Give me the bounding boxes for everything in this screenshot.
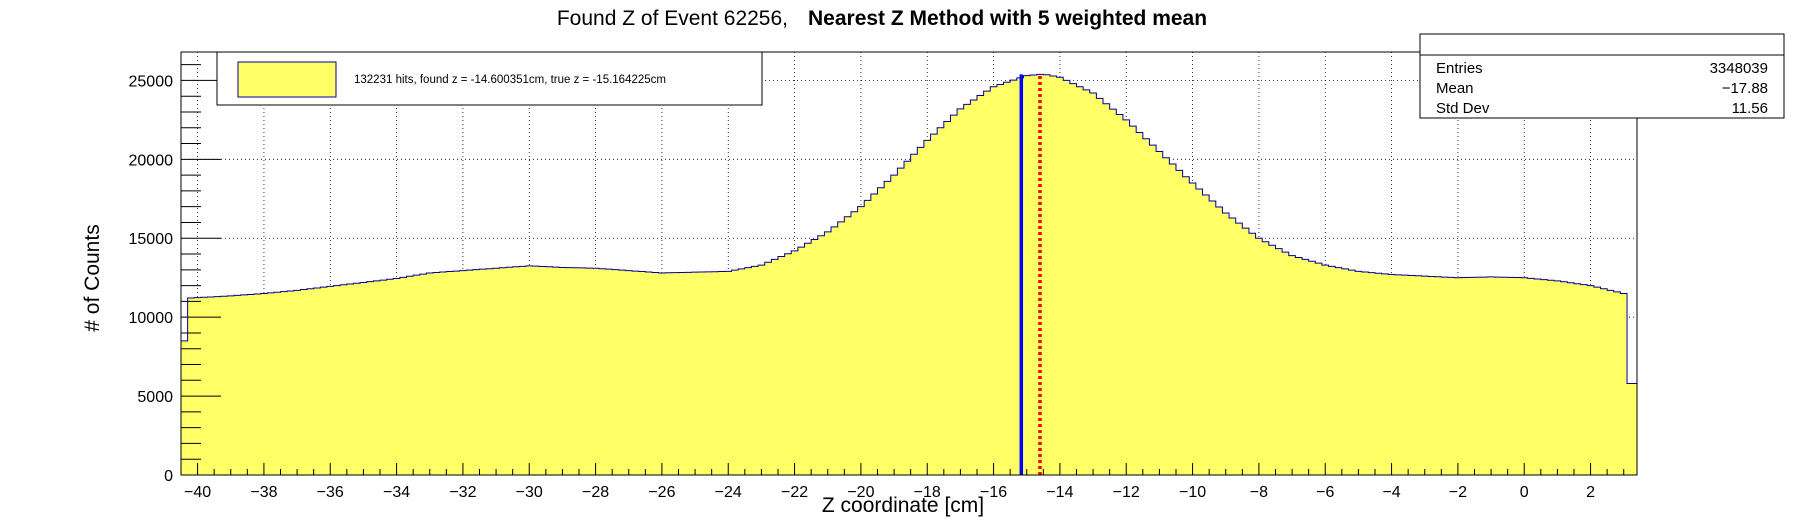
x-tick-label: −14 (1046, 484, 1073, 501)
plot-frame (180, 51, 1638, 476)
y-tick-label: 0 (164, 468, 173, 485)
legend-swatch (237, 61, 337, 98)
x-tick-label: −30 (516, 484, 543, 501)
x-tick-label: −8 (1250, 484, 1268, 501)
histogram-bars (180, 73, 1638, 476)
legend-label: 132231 hits, found z = -14.600351cm, tru… (354, 74, 666, 86)
stats-stddev-value: 11.56 (1732, 100, 1768, 117)
x-tick-label: −32 (449, 484, 476, 501)
axis-ticks: −40 −38 −36 −34 −32 −30 −28 −26 −24 −22 −20 −18 −16−… (129, 64, 1625, 501)
chart-title-part2: Nearest Z Method with 5 weighted mean (808, 7, 1207, 30)
y-axis-title: # of Counts (81, 224, 104, 331)
x-tick-label: −34 (383, 484, 410, 501)
stats-entries-value: 3348039 (1710, 60, 1768, 77)
stats-mean-label: Mean (1436, 80, 1474, 97)
stats-stddev-label: Std Dev (1436, 100, 1490, 117)
chart-title-part1: Found Z of Event 62256, (557, 7, 788, 30)
y-tick-label: 20000 (129, 152, 174, 169)
x-tick-label: −24 (715, 484, 742, 501)
x-tick-label: −28 (582, 484, 609, 501)
stats-mean-value: −17.88 (1722, 80, 1768, 97)
x-tick-label: −4 (1382, 484, 1400, 501)
x-axis-title: Z coordinate [cm] (822, 494, 984, 517)
y-tick-label: 10000 (129, 310, 174, 327)
x-tick-label: −22 (781, 484, 808, 501)
plot-area (180, 73, 1638, 476)
legend-box: 132231 hits, found z = -14.600351cm, tru… (216, 51, 763, 106)
x-tick-label: 2 (1586, 484, 1595, 501)
stats-box: Entries 3348039 Mean −17.88 Std Dev 11.5… (1419, 33, 1785, 119)
y-tick-label: 25000 (129, 73, 174, 90)
x-tick-label: −2 (1449, 484, 1467, 501)
x-tick-label: −20 (847, 484, 874, 501)
axes-frame (180, 51, 1638, 476)
y-tick-label: 15000 (129, 231, 174, 248)
x-tick-label: −10 (1179, 484, 1206, 501)
y-tick-label: 5000 (137, 389, 173, 406)
x-tick-label: −12 (1113, 484, 1140, 501)
stats-entries-label: Entries (1436, 60, 1483, 77)
x-tick-label: −26 (648, 484, 675, 501)
x-tick-label: −16 (980, 484, 1007, 501)
x-tick-label: −38 (250, 484, 277, 501)
x-tick-label: −18 (914, 484, 941, 501)
x-tick-label: −40 (184, 484, 211, 501)
x-tick-label: 0 (1520, 484, 1529, 501)
x-tick-label: −6 (1316, 484, 1334, 501)
x-tick-label: −36 (317, 484, 344, 501)
